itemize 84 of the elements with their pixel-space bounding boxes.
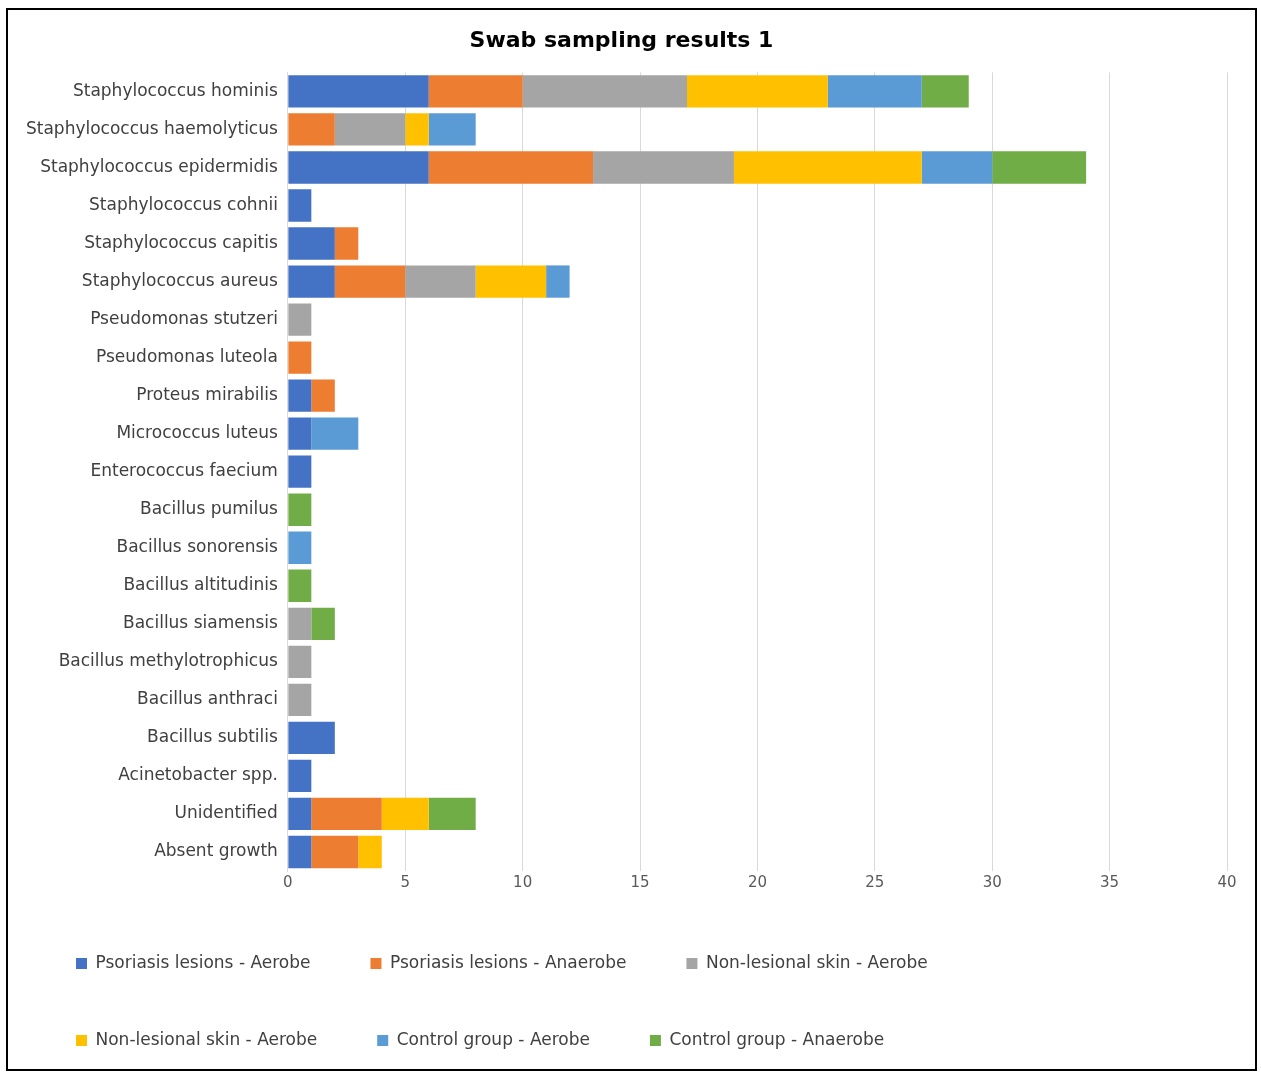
bar	[733, 151, 922, 184]
bar	[334, 227, 359, 260]
bar	[288, 227, 335, 260]
y-tick-label: Staphylococcus aureus	[81, 269, 278, 290]
bar	[288, 379, 312, 412]
x-tick-label: 0	[283, 872, 293, 891]
bar	[546, 265, 570, 298]
bar	[288, 721, 335, 755]
bar	[405, 113, 429, 146]
y-tick-label: Bacillus pumilus	[140, 498, 278, 519]
bar	[405, 265, 476, 298]
y-tick-label: Unidentified	[174, 802, 278, 823]
bar	[428, 113, 476, 146]
bar	[288, 455, 312, 488]
x-tick-label: 5	[400, 872, 411, 891]
bar	[288, 189, 312, 222]
y-tick-label: Staphylococcus hominis	[72, 79, 278, 100]
bar	[288, 645, 312, 679]
bar	[288, 151, 429, 184]
bar	[428, 151, 594, 184]
bar	[288, 531, 312, 564]
bar	[288, 341, 312, 374]
y-tick-label: Bacillus sonorensis	[116, 536, 278, 557]
x-tick-label: 40	[1217, 872, 1237, 891]
bar	[921, 151, 993, 184]
x-tick-label: 25	[865, 872, 885, 891]
y-tick-label: Bacillus siamensis	[123, 612, 279, 633]
x-tick-label: 10	[513, 872, 533, 891]
bar	[288, 569, 312, 602]
y-tick-label: Proteus mirabilis	[136, 384, 278, 405]
bar	[334, 113, 406, 146]
legend-label: Control group - Anaerobe	[669, 1028, 885, 1049]
bar	[311, 797, 382, 831]
y-tick-label: Staphylococcus capitis	[84, 231, 278, 252]
y-tick-label: Staphylococcus cohnii	[89, 193, 278, 214]
bar	[428, 797, 476, 831]
x-tick-label: 30	[982, 872, 1002, 891]
legend-label: Control group - Aerobe	[396, 1028, 590, 1049]
bar	[288, 759, 312, 793]
bar	[921, 75, 969, 108]
bar	[288, 493, 312, 526]
y-tick-label: Bacillus methylotrophicus	[58, 650, 278, 671]
bar	[827, 75, 922, 108]
bar	[992, 151, 1087, 184]
bar	[288, 303, 312, 336]
bar	[288, 417, 312, 450]
y-tick-label: Staphylococcus haemolyticus	[25, 117, 278, 138]
bar	[288, 265, 335, 298]
bar	[288, 607, 312, 640]
bar	[522, 75, 687, 108]
bar	[475, 265, 547, 298]
y-tick-label: Micrococcus luteus	[116, 422, 278, 443]
y-tick-label: Bacillus anthraci	[137, 688, 278, 709]
bar	[288, 113, 335, 146]
bar	[311, 607, 335, 640]
legend-label: Psoriasis lesions - Aerobe	[95, 951, 311, 972]
y-tick-label: Bacillus altitudinis	[123, 574, 278, 595]
y-tick-label: Absent growth	[154, 840, 278, 861]
x-tick-label: 15	[630, 872, 650, 891]
bar	[358, 835, 382, 869]
bar	[288, 75, 429, 108]
x-tick-label: 35	[1100, 872, 1120, 891]
y-tick-label: Pseudomonas luteola	[96, 346, 278, 367]
bar	[288, 835, 312, 869]
bar	[288, 797, 312, 831]
y-tick-label: Pseudomonas stutzeri	[90, 308, 278, 329]
legend-label: Psoriasis lesions - Anaerobe	[389, 951, 627, 972]
legend-label: Non-lesional skin - Aerobe	[705, 951, 928, 972]
bar	[334, 265, 406, 298]
bar	[288, 683, 312, 717]
bar	[593, 151, 734, 184]
bar	[311, 417, 359, 450]
bar	[311, 835, 359, 869]
y-tick-label: Bacillus subtilis	[147, 726, 278, 747]
y-tick-label: Staphylococcus epidermidis	[40, 155, 278, 176]
legend-label: Non-lesional skin - Aerobe	[95, 1028, 318, 1049]
bar	[428, 75, 523, 108]
bar	[311, 379, 335, 412]
bar	[687, 75, 828, 108]
bar	[381, 797, 429, 831]
x-tick-label: 20	[747, 872, 767, 891]
y-tick-label: Acinetobacter spp.	[118, 764, 278, 785]
y-tick-label: Enterococcus faecium	[90, 460, 278, 481]
chart-title: Swab sampling results 1	[469, 26, 774, 52]
